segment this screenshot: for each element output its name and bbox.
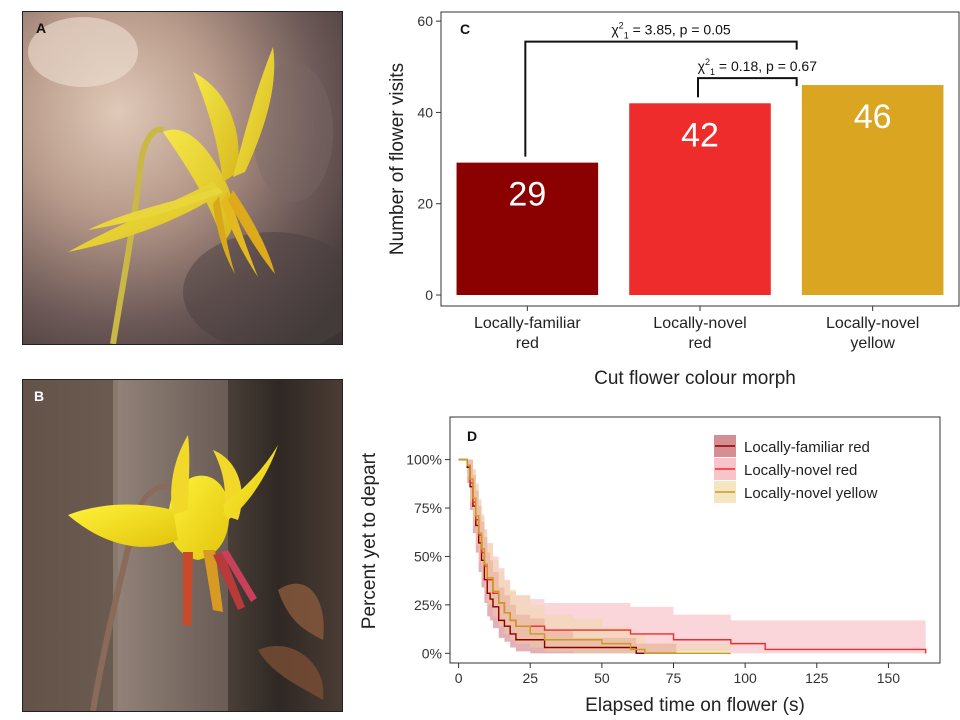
survival-chart-x-axis-label: Elapsed time on flower (s) xyxy=(585,695,805,716)
comparison-label: χ21 = 0.18, p = 0.67 xyxy=(698,57,818,77)
bar-chart-y-tick-label: 20 xyxy=(417,196,433,212)
bar-3 xyxy=(801,85,944,295)
survival-chart-y-tick-label: 75% xyxy=(414,500,442,516)
panel-a-label-layer: A xyxy=(36,20,46,36)
panel-b-letter: B xyxy=(34,388,44,404)
bar-value-label: 46 xyxy=(854,98,892,136)
legend-label: Locally-novel yellow xyxy=(744,485,878,502)
comparison-bracket xyxy=(697,77,798,98)
survival-chart-plot-frame xyxy=(449,416,941,664)
survival-chart-x-tick-label: 75 xyxy=(666,670,682,686)
survival-chart-y-tick-label: 50% xyxy=(414,548,442,564)
bar-1 xyxy=(456,162,599,295)
panel-a-letter: A xyxy=(36,20,46,36)
bar-chart-x-tick-label: Locally-familiar red xyxy=(474,315,581,352)
survival-chart-y-tick-label: 100% xyxy=(406,452,442,468)
legend-label: Locally-familiar red xyxy=(744,439,870,456)
photo-b-image xyxy=(23,380,342,711)
panel-d-letter: D xyxy=(467,428,477,444)
survival-chart-y-tick-label: 0% xyxy=(422,645,442,661)
survival-chart-x-tick-label: 125 xyxy=(805,670,829,686)
survival-chart-x-tick-label: 50 xyxy=(594,670,610,686)
photo-b xyxy=(22,379,343,712)
bar-chart-y-axis-label: Number of flower visits xyxy=(387,63,408,255)
survival-chart-y-tick-label: 25% xyxy=(414,597,442,613)
panel-b-label-layer: B xyxy=(34,388,44,404)
bar-value-label: 29 xyxy=(508,176,546,214)
bar-chart-y-tick-label: 60 xyxy=(417,13,433,29)
bar-chart-x-axis-label: Cut flower colour morph xyxy=(594,368,796,389)
bar-chart-y-tick-label: 0 xyxy=(425,287,433,303)
survival-chart-x-tick-label: 150 xyxy=(877,670,901,686)
survival-chart-x-tick-label: 100 xyxy=(733,670,757,686)
legend-label: Locally-novel red xyxy=(744,462,857,479)
bar-chart-x-tick-label: Locally-novel yellow xyxy=(826,315,919,352)
survival-chart-y-axis-label: Percent yet to depart xyxy=(359,452,380,629)
survival-chart-x-tick-label: 0 xyxy=(455,670,463,686)
bar-value-label: 42 xyxy=(681,116,719,154)
photo-a xyxy=(22,11,343,345)
survival-line-3 xyxy=(458,458,731,655)
panel-c-letter: C xyxy=(460,21,470,37)
confidence-band-3 xyxy=(458,459,731,654)
comparison-bracket xyxy=(524,40,798,157)
photo-a-image xyxy=(23,12,342,344)
survival-chart-x-tick-label: 25 xyxy=(522,670,538,686)
bar-chart-x-tick-label: Locally-novel red xyxy=(653,315,746,352)
bar-chart-y-tick-label: 40 xyxy=(417,104,433,120)
comparison-label: χ21 = 3.85, p = 0.05 xyxy=(611,21,731,41)
bar-2 xyxy=(629,103,771,296)
survival-chart-d: D 0% 25% 50% 75% 100% 0 25 50 75 100 125 150 Local… xyxy=(359,416,941,716)
confidence-band-2 xyxy=(458,459,926,654)
bar-chart-c: C 0 20 40 60 29 42 46 χ21 = 3.85, p = 0.05 χ21… xyxy=(387,11,960,389)
